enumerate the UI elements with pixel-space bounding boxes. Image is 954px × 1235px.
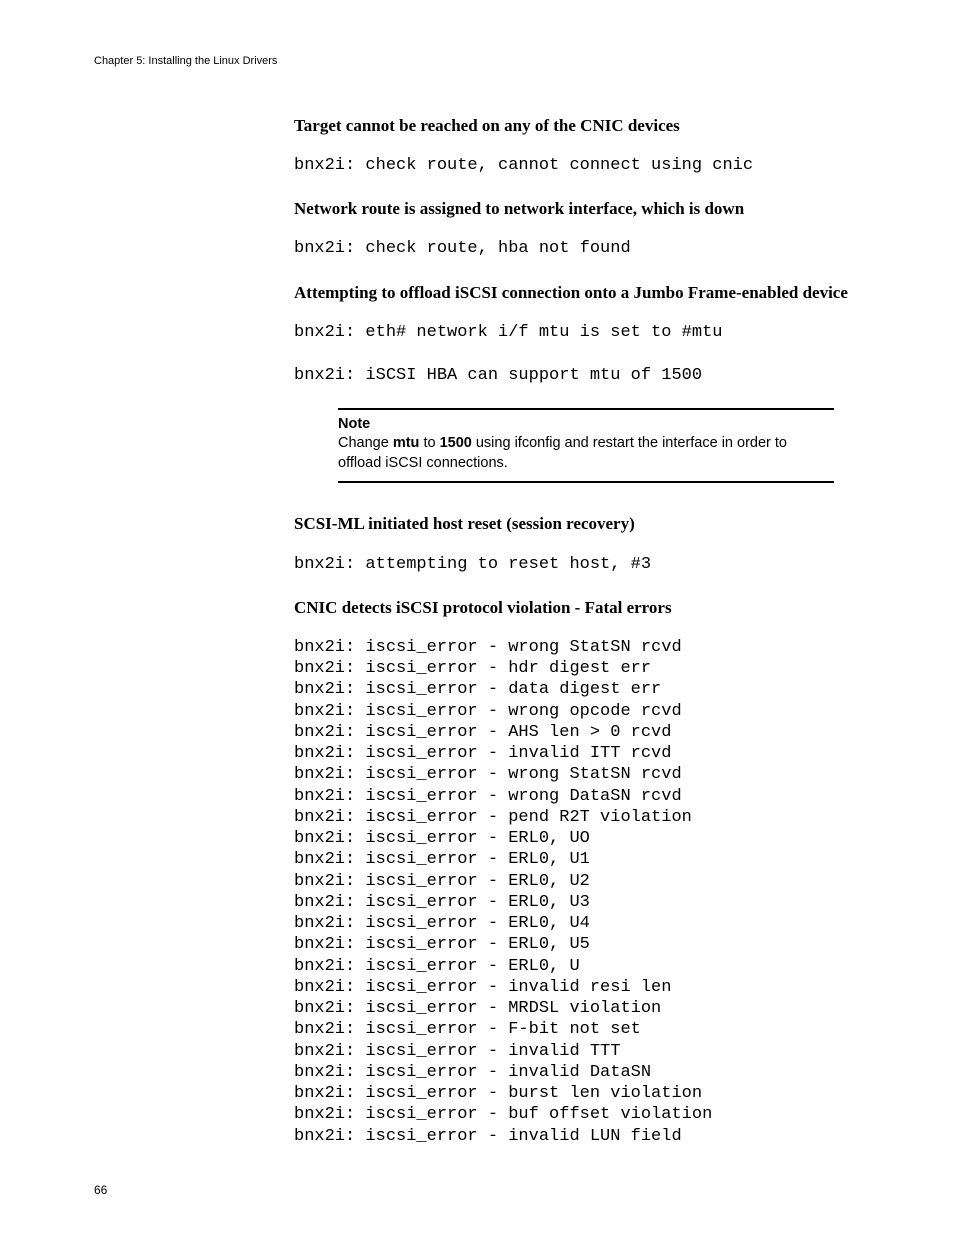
section-heading: Target cannot be reached on any of the C… <box>294 115 860 137</box>
code-block: bnx2i: attempting to reset host, #3 <box>294 554 860 575</box>
note-bold: mtu <box>393 435 420 451</box>
section-heading: Network route is assigned to network int… <box>294 198 860 220</box>
code-block: bnx2i: check route, cannot connect using… <box>294 155 860 176</box>
note-text-part: Change <box>338 435 393 451</box>
code-block: bnx2i: iSCSI HBA can support mtu of 1500 <box>294 365 860 386</box>
page-content: Target cannot be reached on any of the C… <box>294 115 860 1147</box>
note-text-part: to <box>419 435 439 451</box>
code-block: bnx2i: eth# network i/f mtu is set to #m… <box>294 322 860 343</box>
note-rule <box>338 481 834 483</box>
note-box: Note Change mtu to 1500 using ifconfig a… <box>338 408 860 483</box>
code-block: bnx2i: check route, hba not found <box>294 238 860 259</box>
note-text: Change mtu to 1500 using ifconfig and re… <box>338 434 834 473</box>
section-heading: Attempting to offload iSCSI connection o… <box>294 282 860 304</box>
running-header: Chapter 5: Installing the Linux Drivers <box>94 55 860 67</box>
note-label: Note <box>338 416 834 432</box>
section-heading: SCSI-ML initiated host reset (session re… <box>294 513 860 535</box>
note-rule <box>338 408 834 410</box>
code-block: bnx2i: iscsi_error - wrong StatSN rcvd b… <box>294 637 860 1147</box>
note-bold: 1500 <box>440 435 472 451</box>
page-number: 66 <box>94 1183 107 1197</box>
section-heading: CNIC detects iSCSI protocol violation - … <box>294 597 860 619</box>
page: Chapter 5: Installing the Linux Drivers … <box>0 0 954 1235</box>
